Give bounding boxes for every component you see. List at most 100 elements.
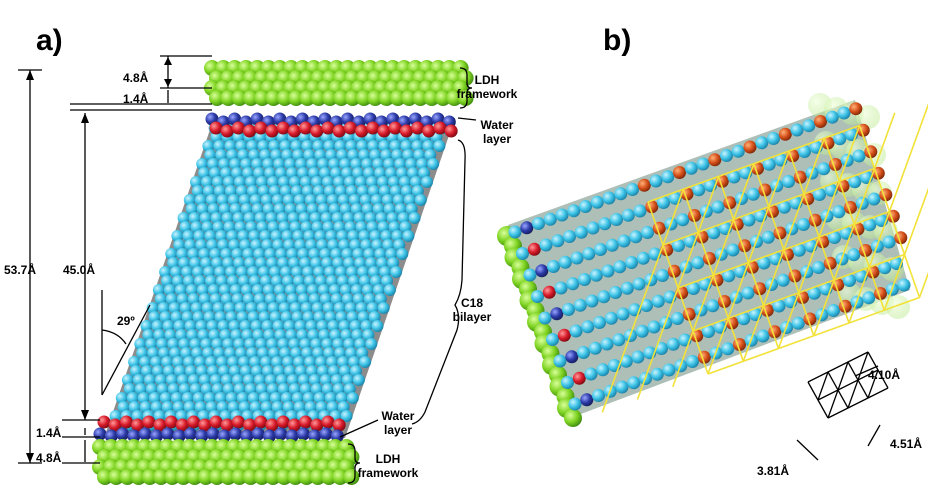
chain-atom	[516, 247, 529, 260]
top-water-label-line2: layer	[483, 132, 511, 146]
chain-atom	[378, 302, 390, 314]
chain-atom	[637, 252, 650, 265]
top-ldh-label-line1: LDH	[475, 73, 500, 87]
chain-atom	[571, 252, 584, 265]
water-atom-red	[400, 125, 413, 138]
bottom-ldh-framework	[92, 439, 359, 485]
chain-atom	[597, 290, 610, 303]
water-atom-blue	[184, 428, 197, 441]
chain-atom	[832, 205, 845, 218]
chain-atom	[562, 303, 575, 316]
headgroup-atom	[638, 179, 651, 192]
top-water-thickness-label: 1.4Å	[123, 91, 149, 106]
chain-atom	[402, 230, 414, 242]
chain-atom	[626, 183, 639, 196]
lattice-c-label: 3.81Å	[757, 463, 789, 478]
chain-atom	[827, 304, 840, 317]
chain-atom	[605, 312, 618, 325]
tilt-angle-label: 29º	[117, 314, 135, 328]
chain-atom	[755, 136, 768, 149]
chain-atom	[586, 295, 599, 308]
chain-atom	[540, 239, 553, 252]
lattice-a-label: 4.10Å	[868, 367, 900, 382]
chain-atom	[555, 282, 568, 295]
chain-atom	[602, 265, 615, 278]
chain-atom	[594, 243, 607, 256]
chain-atom	[862, 291, 875, 304]
lattice-b-label: 4.51Å	[890, 436, 922, 451]
chain-atom	[587, 222, 600, 235]
arrowhead	[81, 410, 89, 420]
bilayer-label-line2: bilayer	[453, 310, 492, 324]
chain-atom	[524, 269, 537, 282]
chain-atom	[606, 239, 619, 252]
bottom-water-thickness-label: 1.4Å	[36, 425, 62, 440]
top-ldh-framework	[204, 60, 474, 106]
chain-atom	[732, 145, 745, 158]
water-atom-red	[310, 125, 323, 138]
chain-atom	[847, 248, 860, 261]
chain-atom	[671, 312, 684, 325]
chain-atom	[650, 175, 663, 188]
water-atom-blue	[297, 428, 310, 441]
water-atom-blue	[161, 428, 174, 441]
water-atom-blue	[94, 428, 107, 441]
chain-atom	[569, 398, 582, 411]
chain-atom	[544, 213, 557, 226]
chain-atom	[582, 247, 595, 260]
water-atom-blue	[320, 428, 333, 441]
chain-atom	[612, 333, 625, 346]
water-atom-red	[266, 125, 279, 138]
water-atom-red	[366, 122, 379, 135]
water-atom	[580, 393, 593, 406]
chain-atom	[384, 284, 396, 296]
chain-atom	[614, 187, 627, 200]
chain-atom	[603, 192, 616, 205]
chain-atom	[353, 374, 365, 386]
chain-atom	[883, 236, 896, 249]
chain-atom	[575, 226, 588, 239]
water-atom-red	[243, 125, 256, 138]
chain-atom	[579, 200, 592, 213]
headgroup-atom	[673, 166, 686, 179]
chain-atom	[347, 392, 359, 404]
chain-atom	[868, 193, 881, 206]
water-atom-blue	[274, 428, 287, 441]
chain-atom	[697, 158, 710, 171]
water-atom-blue	[139, 428, 152, 441]
chain-atom	[817, 162, 830, 175]
chain-atom	[762, 231, 775, 244]
chain-atom	[686, 355, 699, 368]
chain-atom	[585, 368, 598, 381]
chain-atom	[838, 107, 851, 120]
chain-atom	[610, 213, 623, 226]
top-water-pointer	[458, 118, 476, 120]
bilayer-label-line1: C18	[461, 296, 483, 310]
chain-atom	[742, 287, 755, 300]
chain-atom	[616, 381, 629, 394]
headgroup-atom	[779, 128, 792, 141]
headgroup-atom	[814, 115, 827, 128]
top-water-label-line1: Water	[481, 118, 514, 132]
arrowhead	[26, 70, 34, 80]
water-atom	[550, 307, 563, 320]
chain-atom	[627, 376, 640, 389]
bottom-water-label-line1: Water	[382, 409, 415, 423]
total-thickness-label: 53.7Å	[4, 262, 36, 277]
lattice-c-arrow	[797, 440, 818, 460]
chain-atom	[415, 194, 427, 206]
water-atom-red	[299, 122, 312, 135]
chain-atom	[656, 269, 669, 282]
water-atom-red	[389, 122, 402, 135]
chain-atom	[546, 333, 559, 346]
chain-atom	[685, 162, 698, 175]
water-atom-blue	[116, 428, 129, 441]
pale-ldh-atom	[886, 295, 910, 319]
chain-atom	[634, 205, 647, 218]
chain-atom	[652, 295, 665, 308]
water-atom-red	[98, 416, 111, 429]
water-atom	[520, 221, 533, 234]
arrowhead	[81, 113, 89, 123]
